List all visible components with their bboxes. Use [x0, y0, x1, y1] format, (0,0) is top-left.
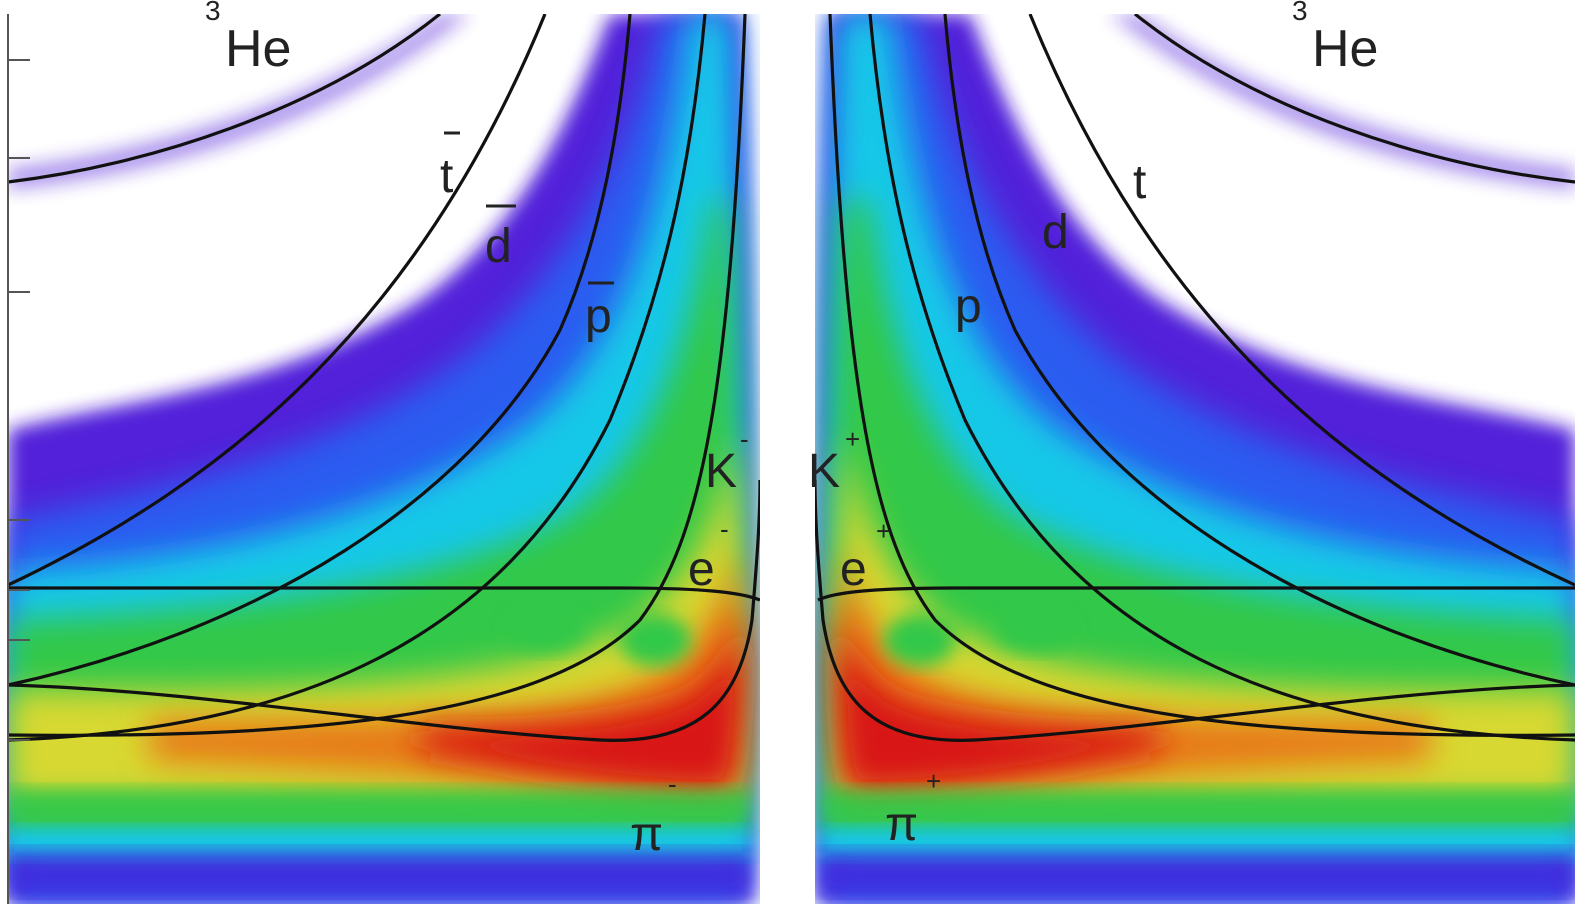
label-eplus: e [840, 543, 867, 596]
center-gap [760, 14, 815, 904]
label-piminus-charge: - [668, 769, 677, 799]
label-kplus: K [808, 445, 840, 498]
label-d: d [1042, 206, 1069, 259]
label-kminus-charge: - [740, 424, 749, 454]
curve-dbar [7, 13, 632, 687]
label-t: t [1133, 156, 1146, 209]
curve-eminus [8, 586, 761, 602]
curve-he3-negative [7, 12, 441, 184]
label-eminus: e [688, 543, 715, 596]
curve-kplus [828, 13, 1575, 737]
label-he3-neg: He [225, 20, 291, 78]
label-he3-neg-mass: 3 [205, 0, 221, 26]
label-piplus-charge: + [926, 766, 941, 796]
curve-t [1028, 13, 1575, 587]
label-piplus: π [885, 798, 918, 851]
curve-eplus [817, 586, 1575, 602]
label-kplus-charge: + [845, 424, 860, 454]
curve-piplus [813, 479, 1575, 742]
label-dbar: d [485, 220, 512, 273]
curve-kminus [7, 13, 747, 737]
label-p: p [955, 280, 982, 333]
curve-tbar [7, 13, 547, 587]
curve-p [868, 13, 1575, 742]
curve-d [943, 13, 1575, 687]
label-he3-pos: He [1312, 20, 1378, 78]
curve-pbar [7, 13, 707, 742]
curve-piminus [7, 479, 762, 742]
label-eplus-charge: + [876, 516, 891, 546]
negative-charge-density [8, 14, 752, 904]
curve-he3-positive [1134, 12, 1575, 184]
label-piminus: π [630, 808, 663, 861]
expectation-curves [7, 12, 1575, 742]
label-pbar: p [585, 290, 612, 343]
label-he3-pos-mass: 3 [1292, 0, 1308, 26]
top-mask [0, 0, 1575, 14]
label-kminus: K [705, 445, 737, 498]
label-eminus-charge: - [720, 514, 729, 544]
label-tbar: t [440, 150, 453, 203]
particle-labels: 3 He 3 He t d p K - e - π - t d p K + e … [205, 0, 1378, 861]
left-axis [7, 14, 30, 904]
